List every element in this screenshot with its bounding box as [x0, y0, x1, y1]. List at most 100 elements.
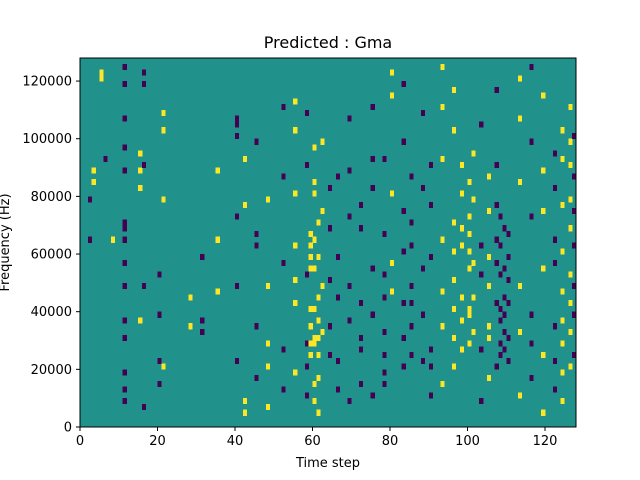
heatmap-cell — [409, 242, 414, 249]
heatmap-cell — [517, 115, 523, 122]
heatmap-cell — [335, 254, 340, 261]
heatmap-cell — [506, 230, 511, 238]
heatmap-cell — [494, 161, 499, 168]
heatmap-cell — [428, 254, 433, 261]
heatmap-cell — [502, 311, 507, 318]
heatmap-cell — [293, 277, 298, 284]
heatmap-cell — [281, 104, 286, 111]
heatmap-cell — [157, 380, 162, 387]
heatmap-cell — [293, 242, 298, 249]
heatmap-cell — [421, 357, 426, 364]
heatmap-cell — [308, 305, 313, 312]
heatmap-cell — [122, 398, 127, 405]
heatmap-cell — [529, 138, 534, 145]
heatmap-cell — [541, 265, 546, 272]
heatmap-cell — [370, 311, 375, 318]
heatmap-cell — [103, 156, 108, 163]
heatmap-cell — [242, 202, 247, 209]
x-tick-label: 60 — [304, 434, 321, 449]
x-tick-label: 20 — [149, 434, 166, 449]
heatmap-cell — [328, 323, 333, 330]
heatmap-cell — [486, 334, 492, 341]
y-axis-label: Frequency (Hz) — [0, 193, 13, 291]
heatmap-cell — [467, 179, 472, 186]
heatmap-cell — [122, 236, 127, 243]
heatmap-cell — [486, 207, 492, 214]
x-tick-label: 0 — [76, 434, 84, 449]
heatmap-cell — [440, 288, 445, 295]
heatmap-cell — [494, 202, 499, 209]
heatmap-cell — [572, 311, 577, 318]
heatmap-cell — [506, 334, 511, 341]
heatmap-cell — [99, 69, 104, 76]
heatmap-cell — [459, 346, 464, 353]
heatmap-cell — [409, 173, 414, 180]
heatmap-cell — [370, 265, 375, 272]
heatmap-cell — [560, 317, 565, 324]
heatmap-cell — [440, 63, 445, 70]
heatmap-cell — [382, 230, 387, 238]
heatmap-cell — [428, 363, 433, 370]
heatmap-cell — [122, 144, 127, 151]
heatmap-cell — [428, 202, 433, 209]
heatmap-cell — [382, 380, 387, 387]
x-tick-label: 80 — [382, 434, 399, 449]
heatmap-cell — [312, 179, 317, 186]
heatmap-cell — [572, 132, 577, 140]
heatmap-cell — [401, 81, 406, 88]
heatmap-cell — [459, 317, 464, 324]
heatmap-cell — [200, 328, 205, 336]
heatmap-cell — [215, 236, 220, 243]
heatmap-cell — [382, 352, 387, 359]
heatmap-cell — [320, 282, 325, 289]
heatmap-cell — [401, 138, 406, 145]
heatmap-cell — [138, 184, 143, 191]
heatmap-cell — [312, 236, 317, 243]
heatmap-cell — [335, 386, 340, 393]
heatmap-cell — [502, 225, 507, 232]
heatmap-cell — [568, 196, 573, 203]
heatmap-cell — [316, 219, 321, 226]
heatmap-cell — [142, 403, 147, 411]
heatmap-cell — [138, 167, 143, 174]
heatmap-cell — [560, 369, 565, 376]
heatmap-cell — [552, 150, 557, 157]
heatmap-cell — [390, 69, 395, 76]
heatmap-cell — [122, 317, 127, 324]
heatmap-cell — [541, 352, 546, 359]
heatmap-cell — [312, 398, 317, 405]
heatmap-cell — [304, 340, 309, 347]
heatmap-cell — [122, 334, 127, 341]
heatmap-cell — [293, 127, 298, 134]
heatmap-cell — [157, 357, 162, 364]
plot-frame — [79, 57, 577, 428]
heatmap-cell — [122, 386, 127, 393]
heatmap-cell — [498, 242, 503, 249]
heatmap-cell — [215, 288, 220, 295]
heatmap-cell — [157, 311, 162, 318]
heatmap-cell — [560, 202, 565, 209]
heatmap-cell — [401, 334, 406, 341]
heatmap-cell — [370, 392, 375, 399]
heatmap-cell — [517, 328, 523, 336]
heatmap-cell — [421, 184, 426, 191]
heatmap-cell — [91, 179, 96, 186]
heatmap-cell — [552, 357, 557, 364]
heatmap-cell — [122, 225, 127, 232]
heatmap-cell — [242, 156, 247, 163]
heatmap-cell — [266, 282, 271, 289]
heatmap-cell — [440, 323, 445, 330]
heatmap-cell — [328, 352, 333, 359]
heatmap-cell — [390, 259, 395, 266]
heatmap-cell — [328, 225, 333, 232]
heatmap-cell — [111, 236, 116, 243]
heatmap-cell — [471, 259, 476, 266]
heatmap-cell — [235, 115, 240, 122]
heatmap-cell — [308, 230, 313, 238]
heatmap-cell — [200, 317, 205, 324]
heatmap-cell — [479, 398, 484, 405]
heatmap-cell — [568, 225, 573, 232]
heatmap-cell — [312, 144, 317, 151]
heatmap-cell — [359, 202, 364, 209]
heatmap-cell — [517, 282, 523, 289]
